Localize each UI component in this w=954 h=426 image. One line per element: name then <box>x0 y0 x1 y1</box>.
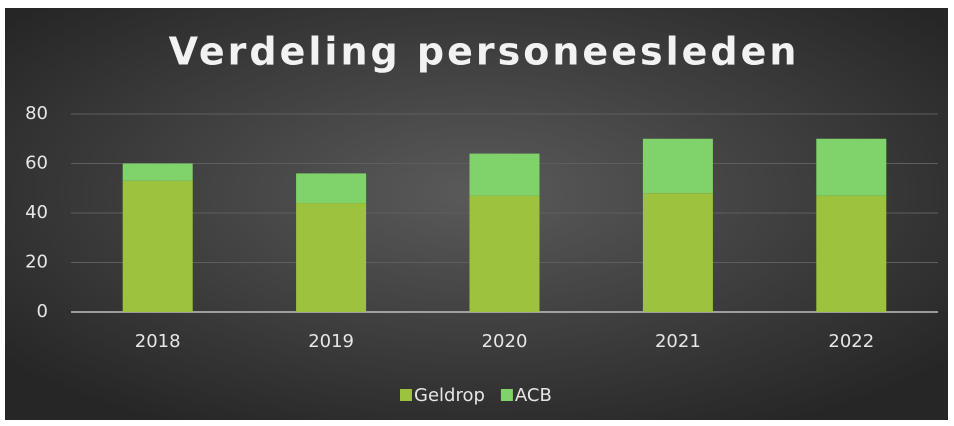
legend-swatch <box>500 389 513 401</box>
bar-segment <box>469 153 540 196</box>
bar-segment <box>122 163 193 181</box>
y-tick-label: 40 <box>25 202 48 223</box>
bar-segment <box>469 195 540 312</box>
y-tick-label: 60 <box>25 153 48 174</box>
legend-label: Geldrop <box>414 385 485 406</box>
chart-title: Verdeling personeesleden <box>169 30 800 74</box>
bar-segment <box>816 195 887 312</box>
bar-segment <box>816 138 887 196</box>
legend-label: ACB <box>515 385 552 406</box>
x-tick-label: 2021 <box>655 331 701 352</box>
y-tick-label: 20 <box>25 252 48 273</box>
legend-swatch <box>400 389 412 401</box>
y-tick-label: 0 <box>37 301 48 322</box>
x-tick-label: 2018 <box>135 331 181 352</box>
bar-segment <box>296 203 367 312</box>
x-tick-label: 2019 <box>308 331 354 352</box>
bar-segment <box>642 138 713 194</box>
bar-segment <box>642 193 713 312</box>
x-tick-label: 2020 <box>482 331 528 352</box>
bar-segment <box>296 173 367 204</box>
x-tick-label: 2022 <box>828 331 874 352</box>
y-tick-label: 80 <box>25 103 48 124</box>
bar-segment <box>122 180 193 312</box>
